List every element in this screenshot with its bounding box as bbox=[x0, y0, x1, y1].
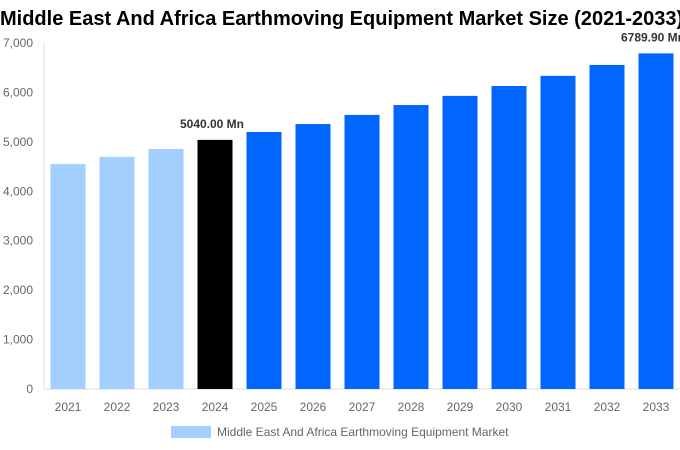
x-tick-label: 2033 bbox=[643, 400, 670, 414]
bar-2033 bbox=[638, 53, 674, 389]
y-tick-label: 7,000 bbox=[3, 36, 33, 50]
x-tick-label: 2028 bbox=[398, 400, 425, 414]
data-label: 5040.00 Mn bbox=[180, 117, 244, 131]
x-tick-label: 2030 bbox=[496, 400, 523, 414]
bar-2023 bbox=[148, 149, 184, 389]
x-tick-label: 2021 bbox=[55, 400, 82, 414]
bar-2028 bbox=[393, 105, 429, 389]
bar-2029 bbox=[442, 95, 478, 389]
y-tick-label: 5,000 bbox=[3, 135, 33, 149]
bar-2027 bbox=[344, 114, 380, 389]
x-tick-label: 2024 bbox=[202, 400, 229, 414]
bar-2026 bbox=[295, 124, 331, 389]
data-label: 6789.90 Mn bbox=[621, 30, 680, 44]
legend: Middle East And Africa Earthmoving Equip… bbox=[171, 425, 508, 439]
bar-2032 bbox=[589, 64, 625, 389]
x-tick-label: 2025 bbox=[251, 400, 278, 414]
y-tick-label: 2,000 bbox=[3, 283, 33, 297]
y-tick-label: 3,000 bbox=[3, 234, 33, 248]
x-tick-label: 2032 bbox=[594, 400, 621, 414]
x-tick-label: 2029 bbox=[447, 400, 474, 414]
legend-swatch bbox=[171, 426, 211, 438]
x-tick-label: 2031 bbox=[545, 400, 572, 414]
x-tick-label: 2026 bbox=[300, 400, 327, 414]
x-tick-label: 2022 bbox=[104, 400, 131, 414]
x-tick-label: 2023 bbox=[153, 400, 180, 414]
legend-label: Middle East And Africa Earthmoving Equip… bbox=[217, 425, 509, 439]
bar-2025 bbox=[246, 131, 282, 389]
y-tick-label: 0 bbox=[26, 382, 33, 396]
bar-2021 bbox=[50, 164, 86, 389]
bar-2031 bbox=[540, 75, 576, 390]
y-tick-label: 1,000 bbox=[3, 333, 33, 347]
y-tick-label: 6,000 bbox=[3, 85, 33, 99]
bar-2024 bbox=[197, 139, 233, 389]
chart-title: Middle East And Africa Earthmoving Equip… bbox=[0, 8, 680, 30]
y-tick-label: 4,000 bbox=[3, 184, 33, 198]
x-tick-label: 2027 bbox=[349, 400, 376, 414]
bar-2030 bbox=[491, 86, 527, 389]
bar-2022 bbox=[99, 156, 135, 389]
